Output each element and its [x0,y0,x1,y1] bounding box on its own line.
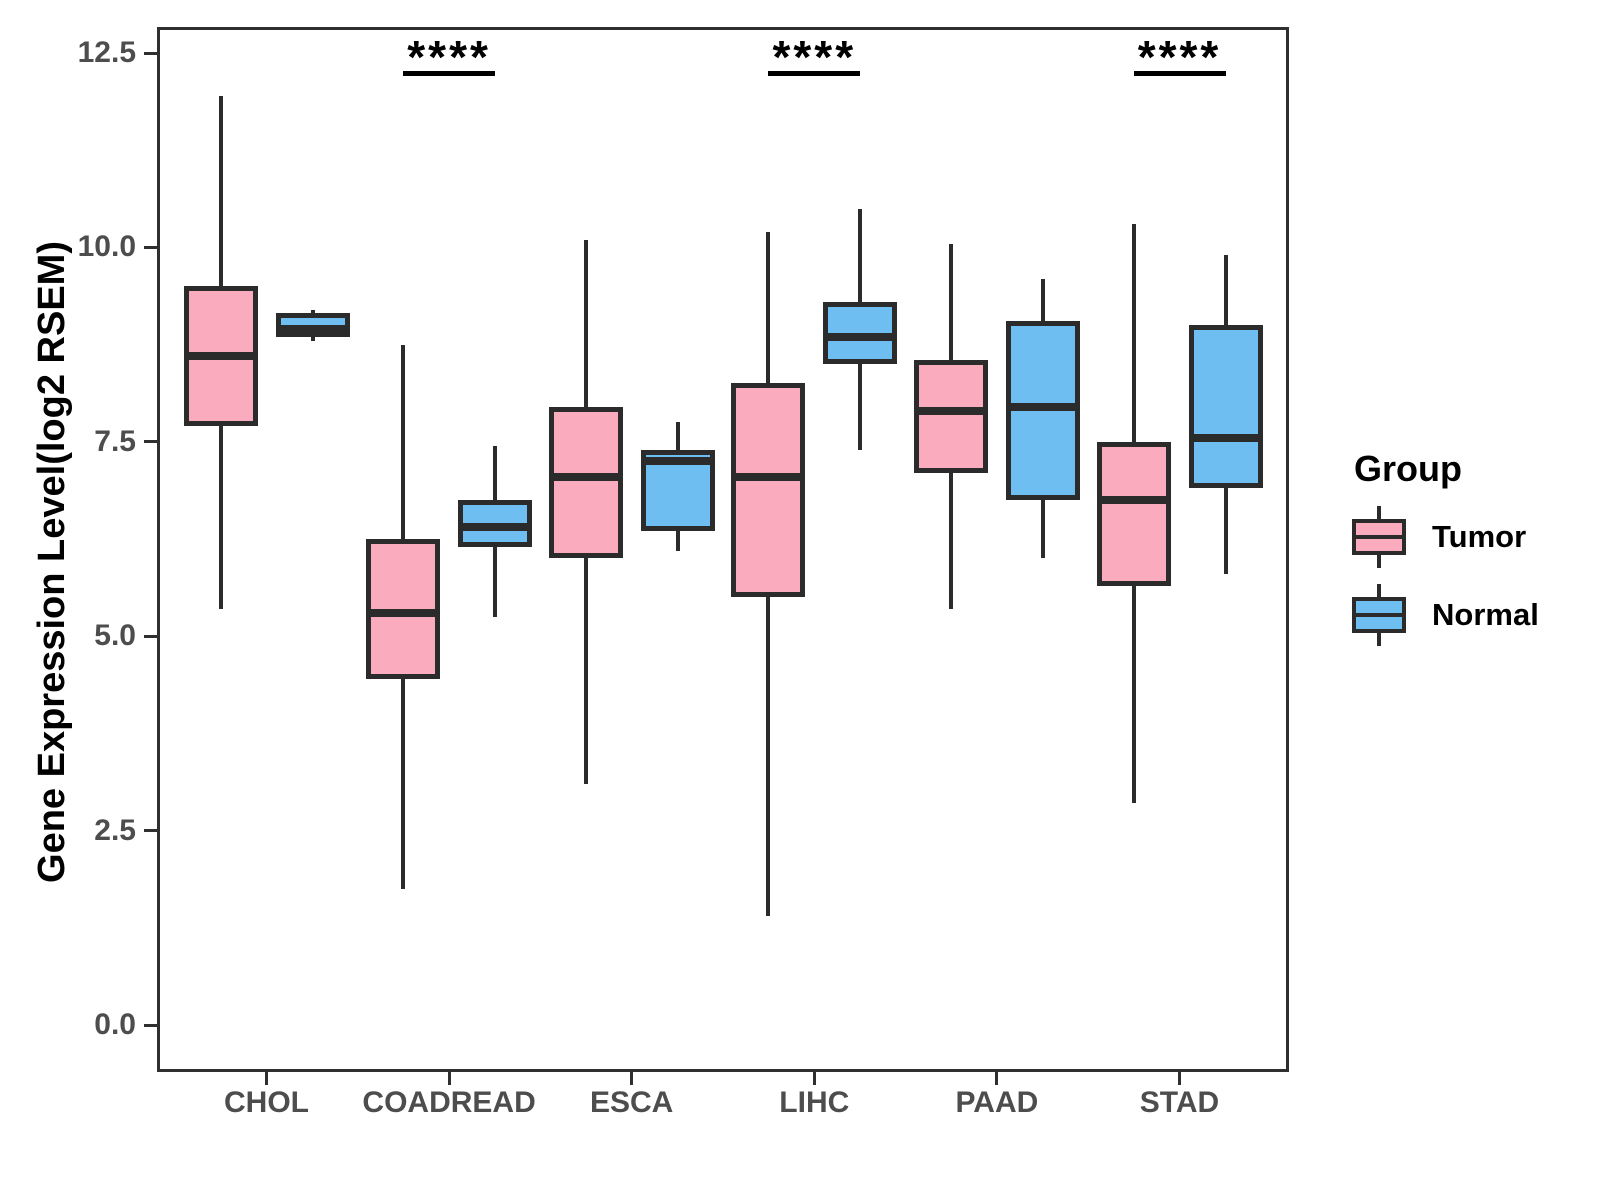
y-axis-tick [144,1023,157,1027]
median-CHOL-normal [275,325,350,334]
significance-bar-LIHC [768,71,861,76]
x-axis-tick-label: COADREAD [362,1086,536,1119]
box-PAAD-tumor [913,360,988,473]
y-axis-tick-label: 7.5 [94,424,136,458]
x-axis-tick [265,1072,268,1085]
whisker-lower-LIHC-tumor [766,597,771,917]
box-STAD-normal [1188,325,1263,489]
legend: Group Tumor Normal [1352,448,1600,646]
y-axis-tick [144,829,157,833]
median-PAAD-tumor [913,406,988,415]
whisker-upper-STAD-tumor [1131,224,1136,442]
median-COADREAD-tumor [366,608,441,617]
box-ESCA-tumor [548,406,623,559]
whisker-lower-ESCA-normal [675,531,680,551]
legend-items: Tumor Normal [1352,506,1600,646]
y-axis-tick-label: 2.5 [94,813,136,847]
whisker-lower-CHOL-tumor [218,426,223,609]
whisker-upper-COADREAD-tumor [401,344,406,539]
whisker-upper-LIHC-normal [858,208,863,302]
x-axis-tick-label: STAD [1139,1086,1220,1119]
whisker-upper-COADREAD-normal [493,445,498,501]
x-axis-tick-label: PAAD [955,1086,1039,1119]
x-axis-tick-label: LIHC [779,1086,850,1119]
median-STAD-tumor [1096,496,1171,505]
whisker-upper-ESCA-normal [675,422,680,450]
x-axis-tick [812,1072,816,1085]
legend-item-normal: Normal [1352,584,1600,646]
whisker-lower-COADREAD-normal [493,546,498,617]
box-LIHC-tumor [731,383,806,598]
whisker-upper-CHOL-tumor [218,95,223,287]
median-ESCA-normal [640,457,715,466]
whisker-upper-ESCA-tumor [583,239,588,407]
y-axis-tick [144,440,157,444]
legend-item-tumor: Tumor [1352,506,1600,568]
legend-title: Group [1354,448,1462,489]
whisker-lower-PAAD-normal [1040,500,1045,559]
whisker-lower-STAD-tumor [1131,585,1136,804]
whisker-upper-STAD-normal [1223,255,1228,326]
whisker-upper-LIHC-tumor [766,231,771,384]
median-LIHC-normal [823,332,898,341]
y-axis-tick-label: 10.0 [77,230,136,264]
significance-bar-COADREAD [403,71,496,76]
x-axis-tick-label: CHOL [224,1086,309,1119]
median-PAAD-normal [1005,402,1080,411]
y-axis-tick-label: 0.0 [94,1008,136,1041]
box-STAD-tumor [1096,441,1171,586]
whisker-lower-ESCA-tumor [583,558,588,784]
whisker-lower-COADREAD-tumor [401,678,406,889]
y-axis-tick [144,245,157,249]
median-CHOL-tumor [183,352,258,361]
whisker-lower-STAD-normal [1223,488,1228,574]
y-axis-tick-label: 5.0 [94,619,136,653]
legend-label-normal: Normal [1432,597,1539,632]
x-axis-tick [447,1072,451,1085]
y-axis-tick-label: 12.5 [77,36,136,69]
legend-label-tumor: Tumor [1432,519,1527,554]
whisker-upper-CHOL-normal [310,309,315,314]
x-axis-tick [995,1072,999,1085]
x-axis-tick [630,1072,634,1085]
median-LIHC-tumor [731,472,806,481]
x-axis-tick [1178,1072,1181,1085]
whisker-upper-PAAD-normal [1040,278,1045,322]
y-axis-tick [144,634,157,638]
x-axis-tick-label: ESCA [590,1086,674,1119]
whisker-lower-LIHC-normal [858,364,863,450]
median-COADREAD-normal [458,523,533,532]
legend-boxplot-glyph-tumor [1352,506,1406,568]
median-STAD-normal [1188,433,1263,442]
legend-boxplot-glyph-normal [1352,584,1406,646]
whisker-lower-CHOL-normal [310,336,315,341]
y-axis-tick [144,51,157,55]
median-ESCA-tumor [548,472,623,481]
whisker-upper-PAAD-tumor [948,243,953,361]
significance-bar-STAD [1133,71,1226,76]
whisker-lower-PAAD-tumor [948,472,953,609]
